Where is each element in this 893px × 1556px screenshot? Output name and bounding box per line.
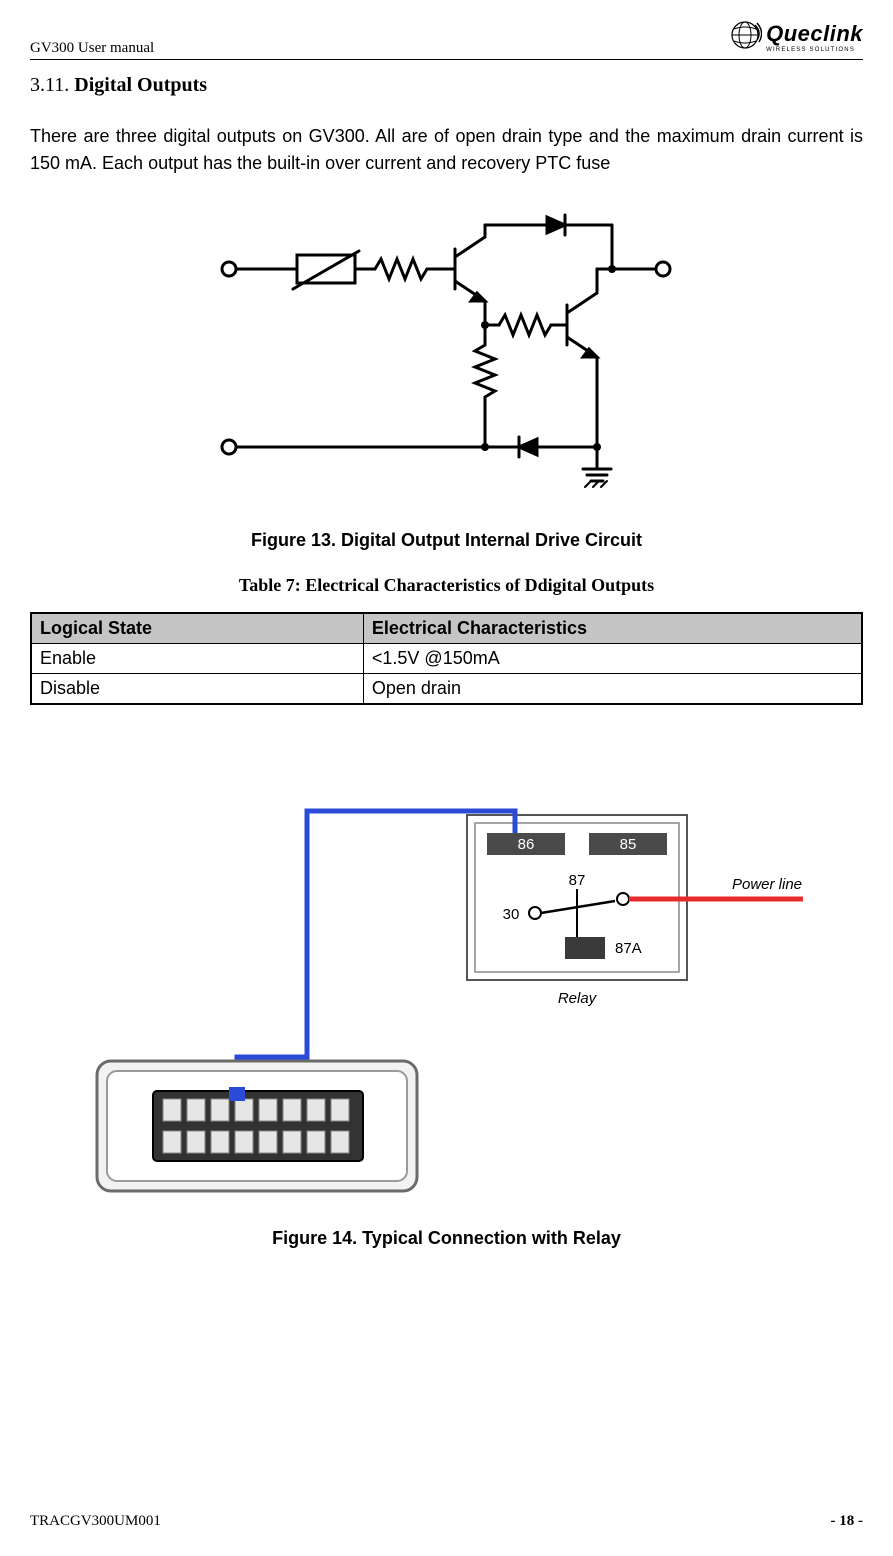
table-7-caption: Table 7: Electrical Characteristics of D… [30, 575, 863, 596]
page-header: GV300 User manual Queclink WIRELESS SOLU… [30, 18, 863, 60]
figure-13 [30, 207, 863, 512]
figure-14-caption: Figure 14. Typical Connection with Relay [30, 1228, 863, 1249]
footer-page-number: - 18 - [831, 1513, 864, 1530]
table-cell: Disable [31, 674, 363, 705]
table-header-row: Logical State Electrical Characteristics [31, 613, 862, 644]
table-7: Logical State Electrical Characteristics… [30, 612, 863, 705]
section-number: 3.11. [30, 74, 69, 96]
section-title: Digital Outputs [74, 74, 207, 96]
pin-87a-label: 87A [615, 940, 642, 957]
logo-text: Queclink [766, 23, 863, 45]
pin-86-label: 86 [517, 836, 534, 853]
connector-device-icon [97, 1061, 417, 1191]
table-cell: <1.5V @150mA [363, 644, 862, 674]
doc-title: GV300 User manual [30, 40, 154, 57]
relay-label: Relay [557, 990, 597, 1007]
table-row: Disable Open drain [31, 674, 862, 705]
logo: Queclink WIRELESS SOLUTIONS [728, 18, 863, 57]
globe-icon [728, 18, 762, 57]
pin-85-label: 85 [619, 836, 636, 853]
power-line-label: Power line [731, 876, 801, 893]
table-header-cell: Electrical Characteristics [363, 613, 862, 644]
logo-subtext: WIRELESS SOLUTIONS [766, 47, 855, 53]
table-cell: Open drain [363, 674, 862, 705]
figure-13-caption: Figure 13. Digital Output Internal Drive… [30, 530, 863, 551]
page-footer: TRACGV300UM001 - 18 - [30, 1513, 863, 1530]
body-paragraph: There are three digital outputs on GV300… [30, 123, 863, 177]
footer-doc-id: TRACGV300UM001 [30, 1513, 161, 1530]
relay-connection-diagram-icon: 86 85 87 30 87A Relay Power line [67, 805, 827, 1205]
table-header-cell: Logical State [31, 613, 363, 644]
figure-14: 86 85 87 30 87A Relay Power line [30, 805, 863, 1210]
circuit-diagram-icon [207, 207, 687, 507]
table-cell: Enable [31, 644, 363, 674]
section-heading: 3.11. Digital Outputs [30, 74, 863, 97]
table-row: Enable <1.5V @150mA [31, 644, 862, 674]
pin-30-label: 30 [502, 906, 519, 923]
pin-87-label: 87 [568, 872, 585, 889]
